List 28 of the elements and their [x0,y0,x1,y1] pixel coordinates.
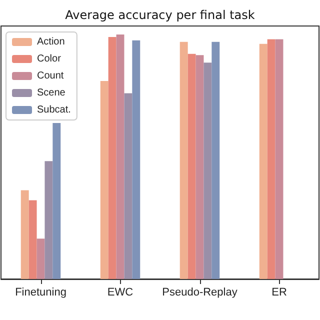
bar [124,93,132,279]
x-tick-label: Finetuning [15,286,66,298]
bar [204,62,212,279]
bar [52,123,61,279]
bar [44,161,53,279]
bar [180,42,188,279]
bar [100,81,108,279]
bar [212,42,220,279]
bar [36,238,45,279]
x-tick-label: ER [272,286,287,298]
bar [132,40,140,279]
x-tick-label: EWC [107,286,134,298]
chart-title: Average accuracy per final task [65,8,255,22]
legend-label: Scene [37,88,66,98]
bar [188,54,196,279]
x-tick-label: Pseudo-Replay [162,286,238,298]
bar [275,39,284,279]
bar [20,190,29,279]
bar [267,39,276,279]
legend-label: Color [37,54,62,64]
bar [108,37,116,279]
bar [28,200,37,279]
bar [196,55,204,279]
legend-label: Count [37,70,64,82]
bar [259,44,268,279]
bar [116,34,124,279]
legend-label: Subcat. [37,104,71,116]
legend-label: Action [37,36,65,48]
